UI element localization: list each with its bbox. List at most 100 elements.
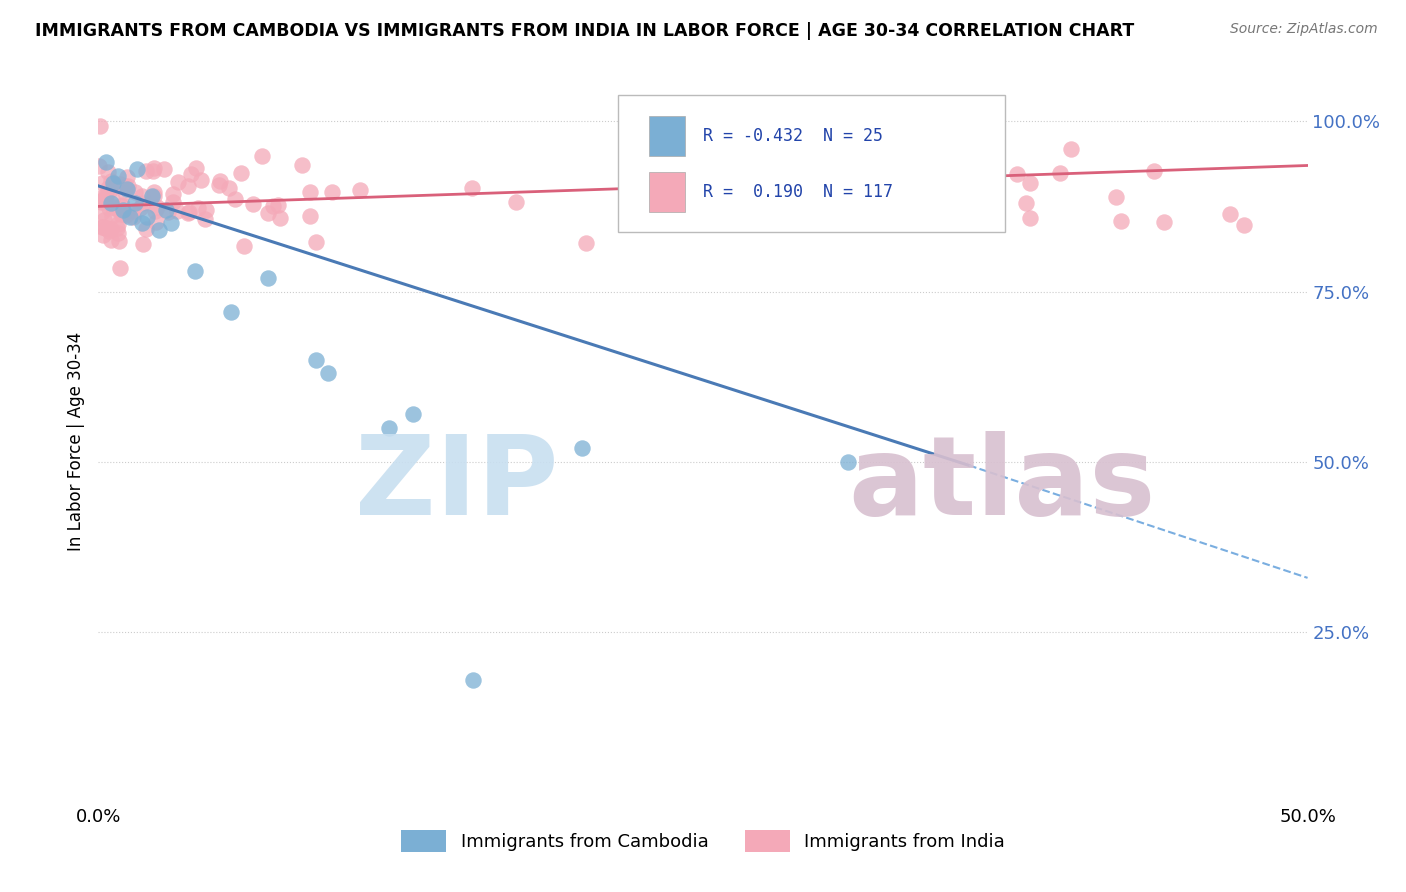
Point	[160, 216, 183, 230]
Point	[96, 188, 118, 202]
Bar	[648, 116, 685, 156]
Point	[107, 226, 129, 240]
Point	[155, 202, 177, 217]
Point	[1219, 207, 1241, 221]
Point	[90, 194, 112, 208]
Point	[110, 198, 132, 212]
Point	[877, 207, 900, 221]
Point	[724, 161, 747, 175]
Point	[115, 169, 138, 184]
Point	[93, 191, 115, 205]
Point	[124, 186, 146, 200]
Point	[131, 216, 153, 230]
Point	[711, 191, 734, 205]
Point	[111, 198, 134, 212]
Point	[167, 175, 190, 189]
Point	[142, 163, 165, 178]
Text: Source: ZipAtlas.com: Source: ZipAtlas.com	[1230, 22, 1378, 37]
Point	[194, 211, 217, 226]
Point	[218, 181, 240, 195]
Point	[321, 186, 343, 200]
Point	[124, 196, 146, 211]
Point	[1005, 167, 1028, 181]
Point	[105, 220, 128, 235]
Point	[100, 209, 122, 223]
Point	[299, 210, 322, 224]
Point	[298, 185, 321, 199]
Point	[837, 455, 859, 469]
Point	[180, 167, 202, 181]
FancyBboxPatch shape	[619, 95, 1005, 232]
Point	[402, 407, 425, 421]
Point	[789, 205, 811, 219]
Text: ZIP: ZIP	[354, 432, 558, 539]
Point	[162, 194, 184, 209]
Point	[100, 174, 122, 188]
Point	[145, 215, 167, 229]
Point	[256, 271, 278, 285]
Bar	[648, 172, 685, 211]
Point	[148, 223, 170, 237]
Point	[108, 234, 131, 248]
Point	[96, 181, 118, 195]
Point	[1015, 195, 1038, 210]
Point	[186, 161, 208, 175]
Point	[118, 210, 141, 224]
Point	[97, 165, 120, 179]
Point	[97, 201, 120, 215]
Point	[146, 200, 169, 214]
Point	[1143, 164, 1166, 178]
Point	[153, 162, 176, 177]
Point	[110, 177, 132, 191]
Point	[117, 182, 139, 196]
Point	[208, 178, 231, 192]
Point	[101, 176, 124, 190]
Point	[884, 198, 907, 212]
Point	[135, 163, 157, 178]
Point	[655, 167, 678, 181]
Point	[1233, 218, 1256, 232]
Point	[627, 148, 650, 162]
Point	[505, 194, 527, 209]
Point	[128, 201, 150, 215]
Point	[162, 187, 184, 202]
Point	[229, 166, 252, 180]
Point	[100, 222, 122, 236]
Point	[142, 189, 165, 203]
Point	[316, 367, 339, 381]
Point	[107, 218, 129, 232]
Point	[305, 352, 328, 367]
Point	[291, 157, 314, 171]
Point	[621, 207, 644, 221]
Point	[1049, 166, 1071, 180]
Point	[91, 220, 114, 235]
Point	[176, 178, 198, 193]
Point	[132, 196, 155, 211]
Point	[110, 261, 132, 276]
Point	[190, 173, 212, 187]
Point	[761, 176, 783, 190]
Point	[114, 179, 136, 194]
Point	[1060, 142, 1083, 156]
Point	[111, 202, 134, 217]
Point	[221, 305, 243, 319]
Point	[121, 211, 143, 225]
Point	[108, 203, 131, 218]
Text: R =  0.190  N = 117: R = 0.190 N = 117	[703, 183, 893, 202]
Point	[93, 212, 115, 227]
Text: R = -0.432  N = 25: R = -0.432 N = 25	[703, 127, 883, 145]
Point	[1153, 215, 1175, 229]
Text: IMMIGRANTS FROM CAMBODIA VS IMMIGRANTS FROM INDIA IN LABOR FORCE | AGE 30-34 COR: IMMIGRANTS FROM CAMBODIA VS IMMIGRANTS F…	[35, 22, 1135, 40]
Point	[135, 210, 157, 224]
Point	[115, 208, 138, 222]
Point	[101, 177, 124, 191]
Point	[1105, 190, 1128, 204]
Point	[87, 159, 110, 173]
Point	[269, 211, 291, 225]
Point	[94, 220, 117, 235]
Point	[305, 235, 328, 249]
Point	[262, 199, 284, 213]
Point	[90, 194, 112, 209]
Point	[101, 193, 124, 207]
Point	[1018, 176, 1040, 190]
